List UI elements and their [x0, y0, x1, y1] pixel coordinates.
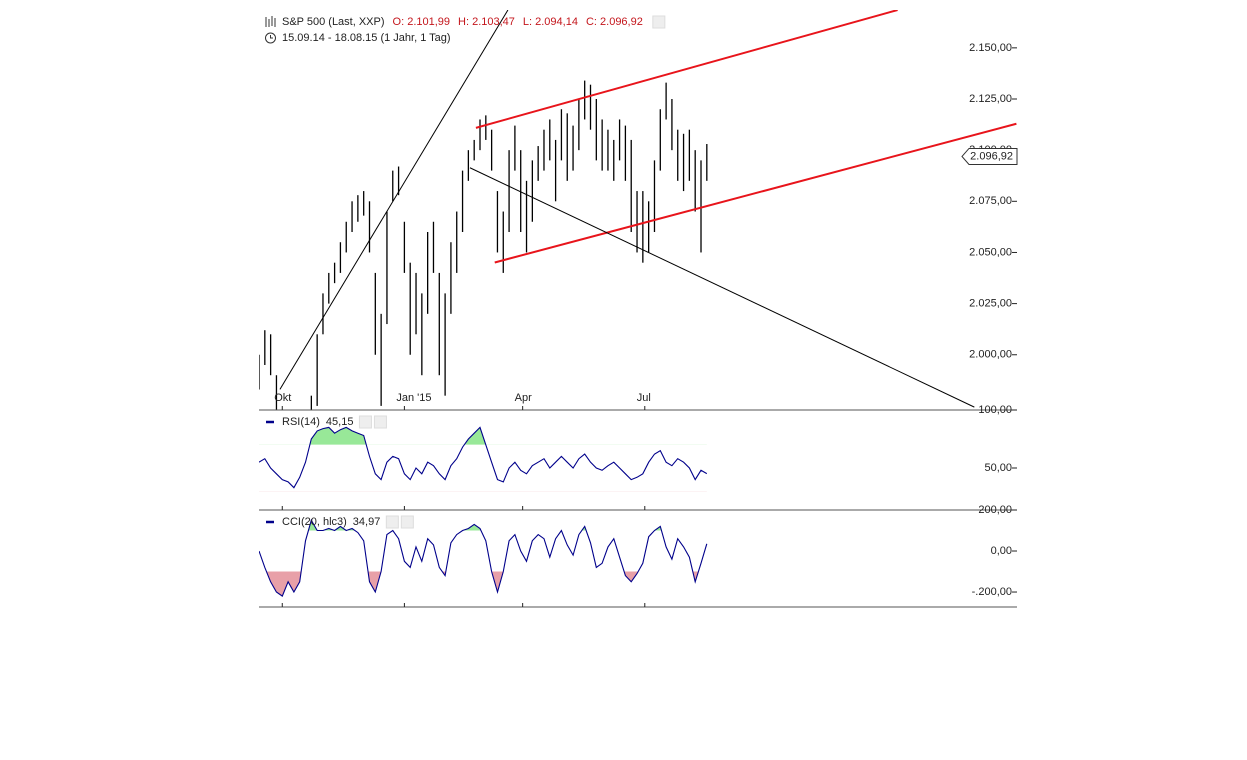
y-tick-label: 2.025,00 — [969, 298, 1012, 310]
x-tick-label: Jul — [637, 392, 651, 404]
settings-icon — [385, 515, 399, 529]
indicator-line — [259, 518, 708, 597]
panel — [259, 518, 708, 597]
indicator-line — [259, 426, 708, 489]
y-tick-label: 0,00 — [991, 545, 1012, 557]
x-tick-label: Jan '15 — [396, 392, 431, 404]
clock-icon — [265, 32, 276, 44]
quote-value: L: 2.094,14 — [523, 16, 578, 28]
chart-title: S&P 500 (Last, XXP) — [282, 16, 385, 28]
legend-value: 34,97 — [353, 516, 381, 528]
trendline — [475, 10, 898, 129]
y-tick-label: 2.150,00 — [969, 42, 1012, 54]
panel — [259, 426, 708, 489]
close-icon — [373, 415, 387, 429]
last-price-tag — [961, 147, 1018, 165]
last-price-label: 2.096,92 — [970, 150, 1013, 162]
header-icon — [265, 16, 276, 27]
quote-value: H: 2.103,47 — [458, 16, 515, 28]
x-tick-label: Apr — [515, 392, 532, 404]
close-icon — [400, 515, 414, 529]
y-tick-label: 2.050,00 — [969, 246, 1012, 258]
quote-value: O: 2.101,99 — [393, 16, 451, 28]
overbought-fill — [259, 520, 707, 531]
y-tick-label: 100,00 — [978, 404, 1012, 416]
legend-label: CCI(20, hlc3) — [282, 516, 347, 528]
trendline — [279, 10, 509, 390]
quote-value: C: 2.096,92 — [586, 16, 643, 28]
chart-subtitle: 15.09.14 - 18.08.15 (1 Jahr, 1 Tag) — [282, 32, 451, 44]
oversold-fill — [266, 571, 699, 597]
panel — [259, 10, 1017, 410]
y-tick-label: 2.075,00 — [969, 195, 1012, 207]
x-tick-label: Okt — [274, 392, 291, 404]
legend-label: RSI(14) — [282, 416, 320, 428]
trendline — [494, 122, 1017, 264]
y-tick-label: 2.000,00 — [969, 349, 1012, 361]
y-tick-label: 50,00 — [984, 462, 1012, 474]
settings-icon — [358, 415, 372, 429]
y-tick-label: 200,00 — [978, 504, 1012, 516]
trendline — [469, 167, 975, 408]
y-tick-label: -.200,00 — [972, 586, 1012, 598]
y-tick-label: 2.125,00 — [969, 93, 1012, 105]
settings-icon — [652, 15, 666, 29]
legend-value: 45,15 — [326, 416, 354, 428]
